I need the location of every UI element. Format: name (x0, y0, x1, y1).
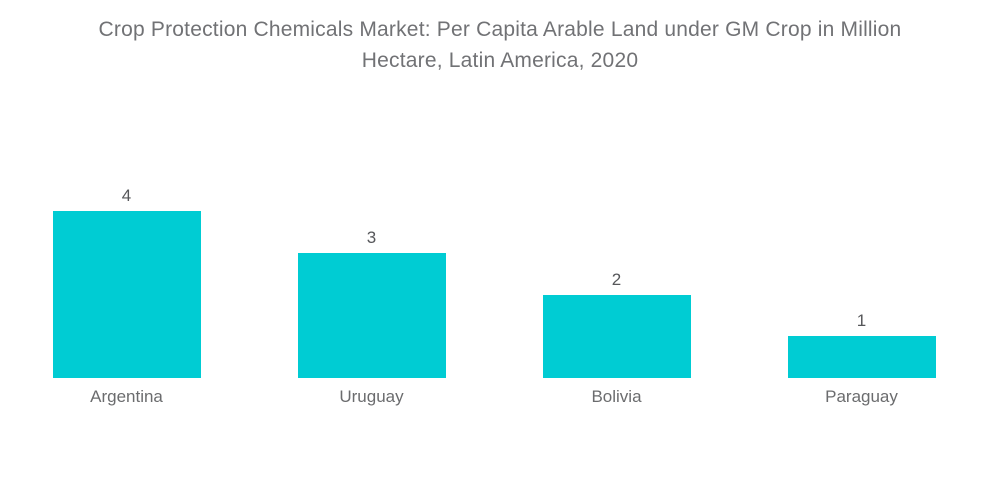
bar-value-label-uruguay: 3 (366, 227, 377, 247)
bar-bolivia (542, 294, 691, 378)
bar-plot-area-paraguay: 1 (787, 170, 936, 378)
category-label-bolivia: Bolivia (591, 387, 642, 406)
bar-group-paraguay: 1 Paraguay (739, 170, 984, 407)
bar-value-label-argentina: 4 (121, 186, 132, 205)
bar-plot-area-bolivia: 2 (542, 170, 691, 378)
bar-value-label-paraguay: 1 (856, 311, 867, 331)
category-label-paraguay: Paraguay (825, 387, 898, 406)
chart-title: Crop Protection Chemicals Market: Per Ca… (0, 14, 1000, 76)
bar-group-bolivia: 2 Bolivia (494, 170, 739, 407)
category-label-uruguay: Uruguay (339, 387, 404, 406)
bar-value-label-bolivia: 2 (611, 269, 622, 289)
bar-uruguay (297, 252, 446, 378)
category-label-argentina: Argentina (90, 387, 163, 406)
chart-title-line-1: Crop Protection Chemicals Market: Per Ca… (98, 18, 902, 41)
bar-paraguay (787, 336, 936, 378)
bar-plot-area-argentina: 4 (52, 170, 201, 378)
bar-plot-area-uruguay: 3 (297, 170, 446, 378)
bar-argentina (52, 211, 201, 378)
bar-chart: 4 Argentina 3 Uruguay 2 Bolivia 1 Paraguay (4, 170, 984, 407)
bar-group-uruguay: 3 Uruguay (249, 170, 494, 407)
bar-group-argentina: 4 Argentina (4, 170, 249, 407)
chart-title-line-2: Hectare, Latin America, 2020 (361, 49, 639, 72)
